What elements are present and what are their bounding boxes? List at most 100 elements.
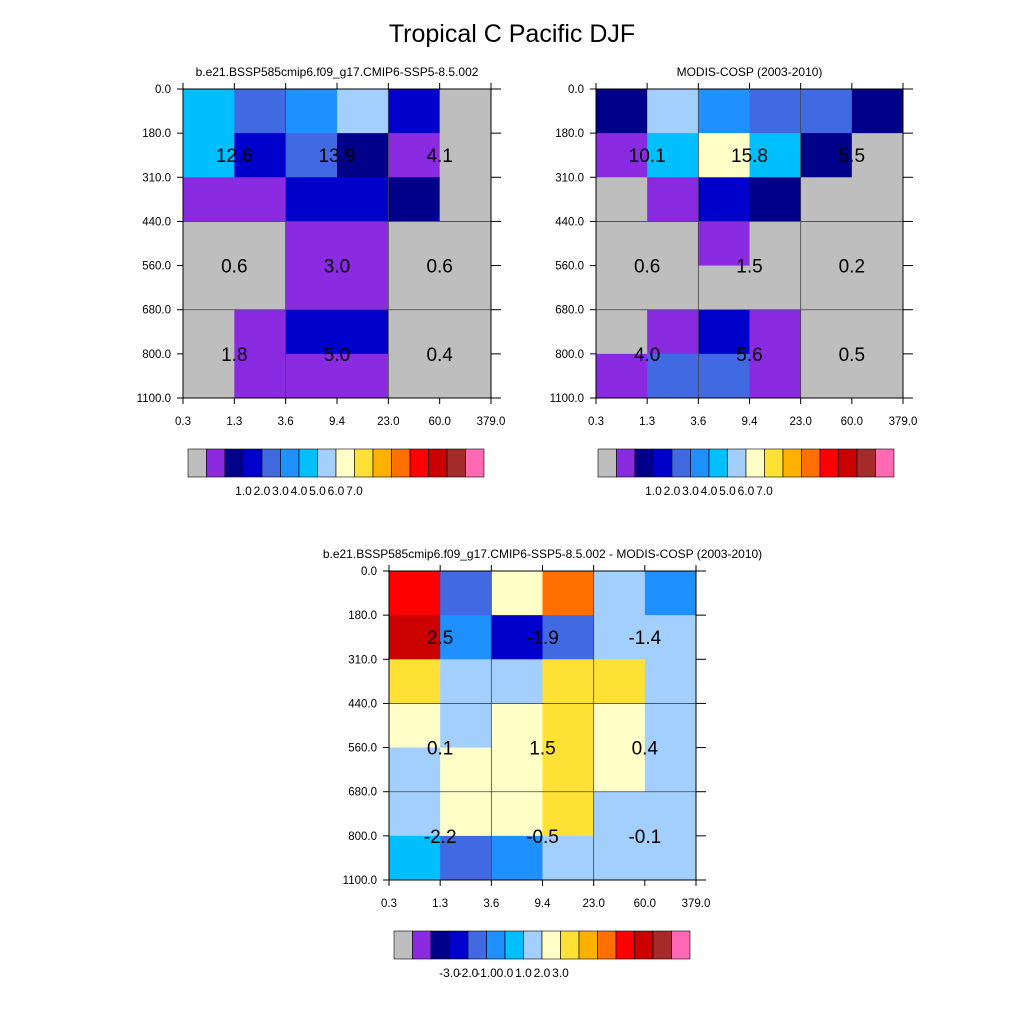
heatmap-cell (388, 353, 441, 399)
heatmap-cell (389, 571, 441, 616)
y-tick-label: 180.0 (142, 128, 171, 140)
colorbar-swatch (317, 448, 337, 478)
y-tick-label: 440.0 (348, 698, 377, 710)
heatmap-cell (389, 659, 441, 704)
x-tick-label: 3.6 (690, 416, 706, 428)
heatmap-cell (749, 309, 802, 355)
heatmap-cell (491, 615, 543, 660)
heatmap-cell (593, 703, 646, 748)
x-tick-label: 9.4 (329, 416, 346, 428)
block-grid (596, 89, 903, 398)
heatmap-cell (389, 835, 441, 881)
colorbar-swatch (541, 930, 561, 960)
heatmap-cell (285, 353, 338, 399)
heatmap-cell (337, 177, 389, 222)
heatmap-cell (285, 221, 338, 266)
y-tick-label: 310.0 (348, 654, 377, 666)
x-tick-label: 379.0 (682, 898, 711, 910)
heatmap-cell (593, 659, 646, 704)
block-value-label: 15.8 (731, 146, 768, 167)
block-value-label: 0.6 (221, 257, 247, 278)
block-value-label: 12.6 (216, 146, 253, 167)
block-value-label: 0.4 (632, 739, 659, 760)
heatmap-cell (800, 133, 853, 178)
y-tick-label: 0.0 (361, 566, 377, 578)
heatmap-cell (439, 309, 492, 355)
heatmap-cell (596, 177, 648, 222)
x-tick-label: 1.3 (639, 416, 655, 428)
main-title: Tropical C Pacific DJF (389, 20, 635, 48)
heatmap-cell (647, 353, 699, 399)
heatmap-cell (285, 133, 338, 178)
colorbar-swatch (467, 930, 487, 960)
colorbar-swatch (298, 448, 318, 478)
y-tick-label: 310.0 (142, 172, 171, 184)
heatmap-cell (183, 177, 235, 222)
colorbar-swatch (412, 930, 432, 960)
heatmap-cell (800, 177, 853, 222)
y-tick-label: 800.0 (348, 831, 377, 843)
colorbar-swatch (764, 448, 784, 478)
heatmap-cell (644, 835, 697, 881)
heatmap-cell (698, 177, 750, 222)
x-tick-label: 1.3 (432, 898, 448, 910)
heatmap-cell (851, 353, 904, 399)
heatmap-cell (440, 747, 492, 793)
heatmap-cell (337, 221, 389, 266)
heatmap-cell (285, 309, 338, 355)
heatmap-panel-1: b.e21.BSSP585cmip6.f09_g17.CMIP6-SSP5-8.… (137, 65, 506, 498)
heatmap-cell (593, 747, 646, 793)
colorbar-label: 3.0 (272, 484, 289, 498)
heatmap-cell (491, 835, 543, 881)
colorbar-swatch (875, 448, 895, 478)
colorbar-swatch (690, 448, 710, 478)
heatmap-cell (644, 791, 697, 837)
heatmap-cell (593, 791, 646, 837)
y-tick-label: 0.0 (155, 84, 171, 96)
y-tick-label: 0.0 (568, 84, 584, 96)
y-tick-label: 560.0 (555, 261, 584, 273)
colorbar-label: 6.0 (738, 484, 755, 498)
colorbar-label: -1.0 (476, 966, 497, 980)
panel-title: b.e21.BSSP585cmip6.f09_g17.CMIP6-SSP5-8.… (323, 547, 762, 561)
heatmap-cell (593, 615, 646, 660)
block-value-label: 3.0 (324, 257, 350, 278)
heatmap-cell (388, 221, 441, 266)
colorbar-label: 5.0 (719, 484, 736, 498)
block-value-label: 0.4 (426, 345, 453, 366)
x-tick-label: 0.3 (588, 416, 604, 428)
colorbar-label: 2.0 (254, 484, 271, 498)
colorbar-swatch (335, 448, 355, 478)
heatmap-cell (388, 177, 441, 222)
block-value-label: 0.6 (634, 257, 660, 278)
y-tick-label: 180.0 (555, 128, 584, 140)
heatmap-cell (542, 835, 595, 881)
block-value-label: -1.9 (526, 628, 559, 649)
heatmap-cell (183, 309, 235, 355)
heatmap-cell (698, 89, 750, 134)
heatmap-cell (440, 791, 492, 837)
y-tick-label: 680.0 (555, 305, 584, 317)
colorbar-label: 1.0 (645, 484, 662, 498)
heatmap-cell (337, 133, 389, 178)
block-value-label: 1.8 (221, 345, 247, 366)
heatmap-cell (388, 309, 441, 355)
heatmap-cell (439, 353, 492, 399)
colorbar-swatch (708, 448, 728, 478)
heatmap-cell (491, 659, 543, 704)
heatmap-cell (389, 615, 441, 660)
heatmap-cell (440, 835, 492, 881)
block-value-label: 5.0 (324, 345, 350, 366)
heatmap-cell (749, 265, 802, 311)
colorbar-label: 5.0 (309, 484, 326, 498)
colorbar-label: 7.0 (346, 484, 363, 498)
x-tick-label: 23.0 (377, 416, 399, 428)
heatmap-panel-2: MODIS-COSP (2003-2010) 0.3 1.3 3.6 9.4 23.0 60… (550, 65, 918, 498)
colorbar-swatch (372, 448, 392, 478)
block-value-label: 4.1 (426, 146, 452, 167)
colorbar-swatch (597, 448, 617, 478)
block-value-label: 5.6 (736, 345, 762, 366)
block-value-label: 0.2 (839, 257, 865, 278)
heatmap-cell (593, 835, 646, 881)
y-tick-label: 800.0 (142, 349, 171, 361)
